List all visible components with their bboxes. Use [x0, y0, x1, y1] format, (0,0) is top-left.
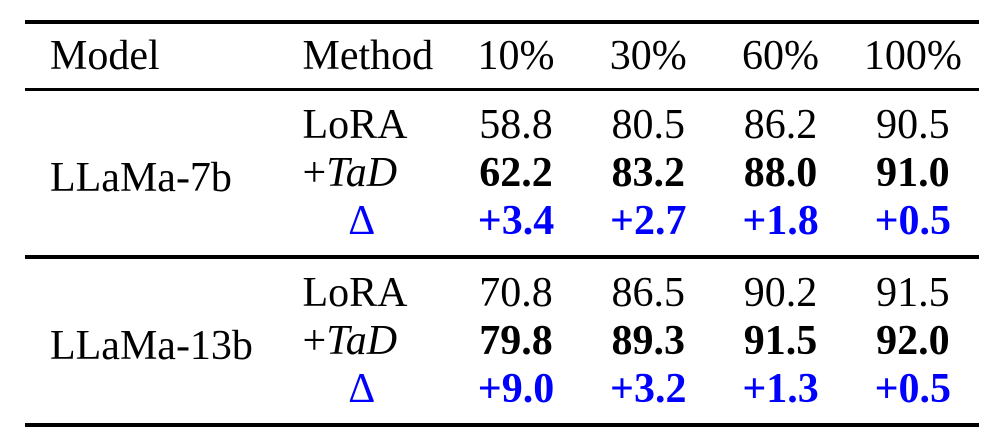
method-label: LoRA [302, 270, 408, 316]
method-prefix: + [302, 318, 327, 364]
delta-value-cell: +3.4 [477, 198, 555, 244]
model-name: LLaMa-7b [50, 155, 232, 201]
delta-symbol: Δ [348, 366, 376, 412]
table-row: LLaMa-13b LoRA 70.8 86.5 90.2 91.5 [25, 257, 979, 369]
value-cell: 80.5 [611, 102, 686, 148]
table-row: Δ +9.0 +3.2 +1.3 +0.5 [25, 365, 979, 425]
value-cell: 58.8 [479, 102, 553, 148]
column-header-model: Model [50, 33, 160, 79]
delta-value-cell: +9.0 [477, 366, 555, 412]
section-llama-13b: LLaMa-13b LoRA 70.8 86.5 90.2 91.5 +TaD … [25, 257, 979, 425]
value-cell: 91.5 [743, 318, 818, 364]
value-cell: 90.2 [743, 270, 818, 316]
column-header-100pct: 100% [863, 33, 962, 79]
delta-value-cell: +0.5 [874, 198, 952, 244]
column-header-30pct: 30% [609, 33, 687, 79]
method-name-italic: TaD [326, 318, 398, 364]
delta-symbol: Δ [348, 198, 376, 244]
delta-value-cell: +1.3 [742, 366, 819, 412]
method-label: +TaD [274, 317, 450, 365]
value-cell: 91.5 [876, 270, 950, 316]
section-llama-7b: LLaMa-7b LoRA 58.8 80.5 86.2 90.5 +TaD 6… [25, 90, 979, 258]
value-cell: 91.0 [876, 150, 950, 196]
table-row: +TaD 79.8 89.3 91.5 92.0 [25, 317, 979, 365]
table-header: Model Method 10% 30% 60% 100% [25, 22, 979, 90]
value-cell: 79.8 [479, 318, 553, 364]
header-row: Model Method 10% 30% 60% 100% [25, 22, 979, 90]
delta-value-cell: +1.8 [742, 198, 819, 244]
value-cell: 92.0 [876, 318, 950, 364]
method-prefix: + [302, 150, 327, 196]
value-cell: 90.5 [876, 102, 950, 148]
value-cell: 62.2 [479, 150, 553, 196]
table-row: Δ +3.4 +2.7 +1.8 +0.5 [25, 197, 979, 257]
value-cell: 89.3 [611, 318, 686, 364]
model-name: LLaMa-13b [50, 323, 253, 369]
table-row: LLaMa-7b LoRA 58.8 80.5 86.2 90.5 [25, 90, 979, 201]
delta-value-cell: +2.7 [610, 198, 687, 244]
delta-value-cell: +3.2 [610, 366, 687, 412]
value-cell: 83.2 [611, 150, 686, 196]
column-header-60pct: 60% [742, 33, 820, 79]
table-row: +TaD 62.2 83.2 88.0 91.0 [25, 149, 979, 197]
value-cell: 86.5 [611, 270, 686, 316]
method-label: +TaD [274, 149, 450, 197]
column-header-10pct: 10% [477, 33, 555, 79]
method-name-italic: TaD [326, 150, 398, 196]
value-cell: 70.8 [479, 270, 553, 316]
value-cell: 88.0 [743, 150, 818, 196]
value-cell: 86.2 [743, 102, 818, 148]
delta-value-cell: +0.5 [874, 366, 952, 412]
results-table: Model Method 10% 30% 60% 100% LLaMa-7b L… [25, 20, 979, 427]
column-header-method: Method [302, 33, 434, 79]
method-label: LoRA [302, 102, 408, 148]
